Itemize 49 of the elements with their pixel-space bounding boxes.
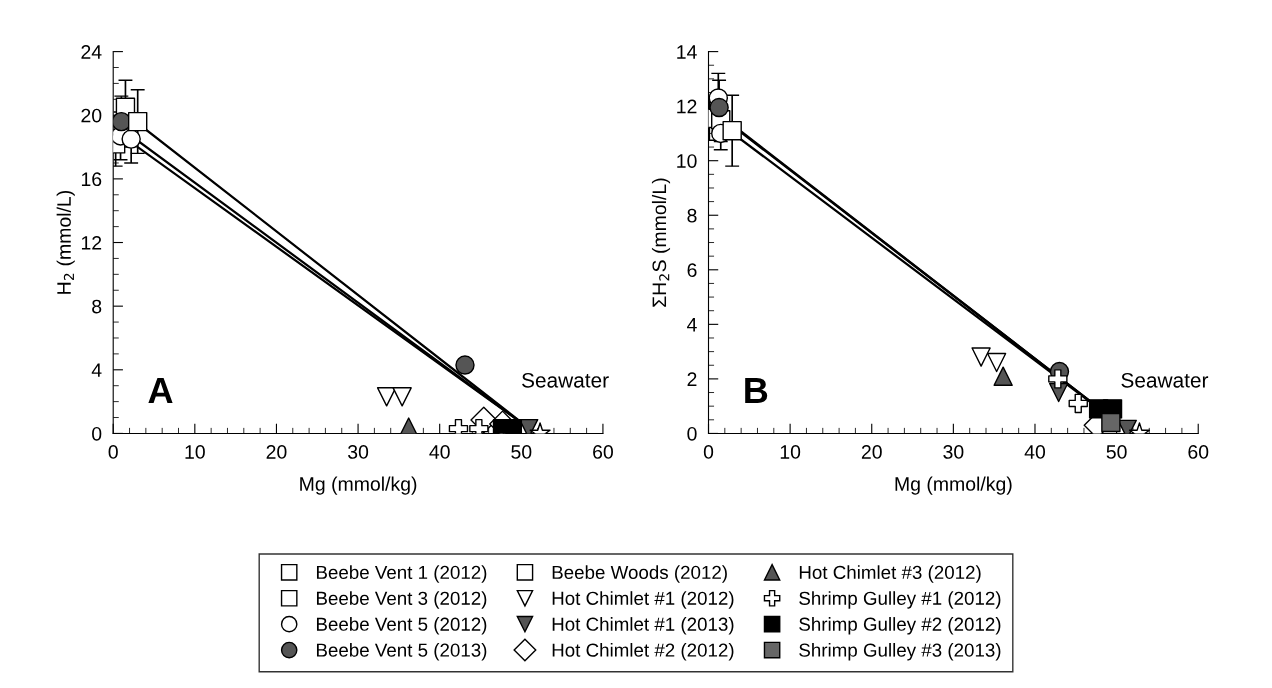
legend-label: Shrimp Gulley #1 (2012) xyxy=(799,591,1001,609)
y-tick-label: 20 xyxy=(81,108,102,123)
x-tick-label: 0 xyxy=(703,445,714,459)
y-tick-label: 0 xyxy=(92,426,102,441)
x-axis-title: Mg (mmol/kg) xyxy=(895,476,1012,495)
legend-label: Shrimp Gulley #2 (2012) xyxy=(799,617,1001,635)
x-tick-label: 40 xyxy=(1024,445,1046,459)
y-tick-label: 0 xyxy=(687,426,697,441)
legend-label: Hot Chimlet #3 (2012) xyxy=(799,565,981,583)
y-tick-label: 16 xyxy=(81,172,102,187)
legend-label: Hot Chimlet #1 (2012) xyxy=(552,591,734,609)
x-tick-label: 30 xyxy=(943,445,964,459)
y-tick-label: 6 xyxy=(687,263,697,278)
legend-label: Hot Chimlet #2 (2012) xyxy=(552,643,734,661)
y-tick-label: 8 xyxy=(92,299,102,314)
legend-label: Hot Chimlet #1 (2013) xyxy=(552,617,734,635)
y-tick-label: 24 xyxy=(81,45,102,59)
x-tick-label: 50 xyxy=(511,445,532,459)
y-tick-label: 10 xyxy=(677,154,697,168)
y-axis-title: H$_{2}$ (mmol/L) xyxy=(56,191,75,294)
y-tick-label: 4 xyxy=(91,363,102,377)
legend-label: Beebe Woods (2012) xyxy=(552,565,727,583)
legend-label: Beebe Vent 3 (2012) xyxy=(316,591,487,609)
y-tick-label: 4 xyxy=(687,318,697,332)
x-tick-label: 20 xyxy=(861,445,882,459)
legend-label: Beebe Vent 1 (2012) xyxy=(316,565,487,583)
y-tick-label: 12 xyxy=(81,235,102,250)
x-tick-label: 50 xyxy=(1106,445,1127,459)
annotation: A xyxy=(148,378,173,403)
y-tick-label: 8 xyxy=(687,208,697,223)
x-tick-label: 0 xyxy=(108,445,118,459)
x-axis-title: Mg (mmol/kg) xyxy=(300,476,417,495)
annotation: B xyxy=(745,378,768,403)
legend-label: Beebe Vent 5 (2013) xyxy=(316,643,487,661)
x-tick-label: 60 xyxy=(1188,445,1209,459)
legend-label: Shrimp Gulley #3 (2013) xyxy=(799,643,1001,661)
y-axis-title: ΣH$_{2}$S (mmol/L) xyxy=(651,178,671,307)
legend-label: Beebe Vent 5 (2012) xyxy=(316,617,487,635)
annotation: Seawater xyxy=(1121,372,1209,388)
y-tick-label: 14 xyxy=(677,45,697,59)
annotation: Seawater xyxy=(522,372,609,388)
x-tick-label: 60 xyxy=(593,445,613,459)
x-tick-label: 40 xyxy=(429,445,450,459)
x-tick-label: 20 xyxy=(266,445,287,459)
y-tick-label: 12 xyxy=(677,99,697,114)
x-tick-label: 10 xyxy=(780,445,801,459)
x-tick-label: 10 xyxy=(185,445,205,459)
x-tick-label: 30 xyxy=(348,445,369,459)
y-tick-label: 2 xyxy=(687,372,697,386)
